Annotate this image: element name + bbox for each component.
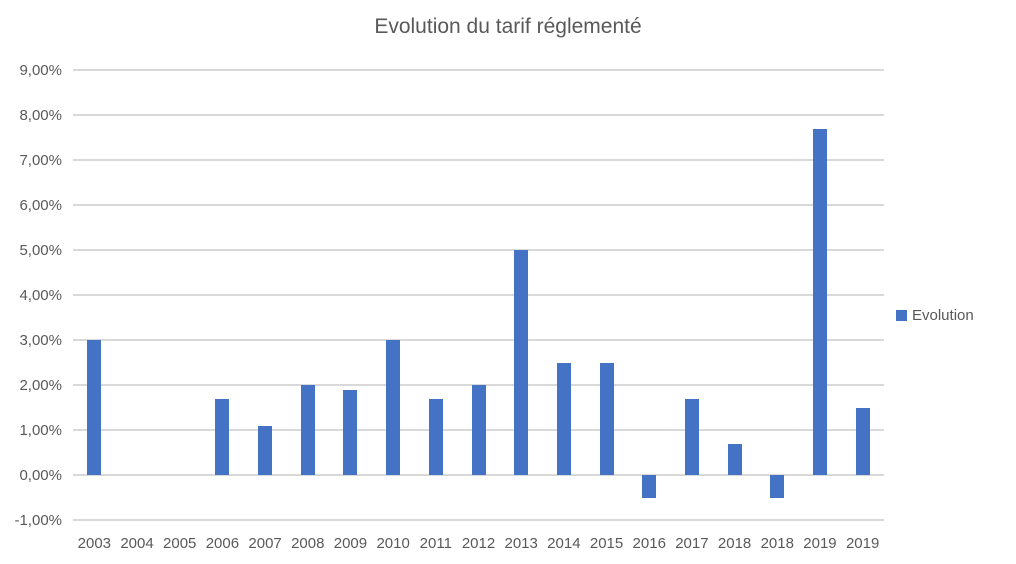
x-axis-tick-label: 2019 [845, 535, 880, 552]
bar-2013 [514, 250, 529, 475]
y-axis-tick-label: 1,00% [19, 422, 62, 439]
y-axis-tick-label: 0,00% [19, 467, 62, 484]
x-axis-tick-label: 2018 [717, 535, 752, 552]
bar-2006 [215, 398, 230, 475]
gridline [73, 69, 884, 71]
x-axis-tick-label: 2011 [419, 535, 452, 552]
y-axis-tick-label: 6,00% [19, 197, 62, 214]
x-axis-tick-label: 2003 [77, 535, 112, 552]
bar-2007 [258, 425, 273, 475]
y-axis-tick-label: 7,00% [19, 152, 62, 169]
x-axis-tick-label: 2007 [248, 535, 282, 552]
x-axis-tick-label: 2019 [803, 535, 837, 552]
legend-marker-icon [896, 310, 907, 321]
x-axis-tick-label: 2006 [205, 535, 240, 552]
bar-2015 [599, 362, 614, 475]
y-axis-tick-label: 5,00% [19, 242, 62, 259]
y-axis-tick-label: 3,00% [19, 332, 62, 349]
bar-2012 [471, 385, 486, 475]
bar-2010 [386, 340, 401, 475]
gridline [73, 204, 884, 206]
legend-label: Evolution [912, 307, 974, 324]
x-axis-tick-label: 2012 [461, 535, 496, 552]
bar-2018 [770, 475, 785, 498]
gridline [73, 159, 884, 161]
bar-2011 [428, 398, 443, 475]
y-axis-tick-label: 4,00% [19, 287, 62, 304]
x-axis-tick-label: 2010 [376, 535, 410, 552]
bar-2016 [642, 475, 657, 498]
x-axis-tick-label: 2009 [333, 535, 368, 552]
x-axis-tick-label: 2015 [589, 535, 624, 552]
legend: Evolution [896, 307, 974, 324]
bar-2014 [556, 362, 571, 475]
y-axis-tick-label: -1,00% [14, 512, 62, 529]
bar-2008 [300, 385, 315, 475]
gridline [73, 519, 884, 521]
bar-2009 [343, 389, 358, 475]
x-axis-tick-label: 2008 [291, 535, 325, 552]
y-axis-tick-label: 2,00% [19, 377, 62, 394]
y-axis-tick-label: 8,00% [19, 107, 62, 124]
gridline [73, 294, 884, 296]
x-axis-tick-label: 2014 [547, 535, 581, 552]
x-axis-tick-label: 2004 [120, 535, 154, 552]
bar-2019 [812, 128, 827, 475]
bar-2017 [684, 398, 699, 475]
y-axis-tick-label: 9,00% [19, 62, 62, 79]
gridline [73, 249, 884, 251]
x-axis-tick-label: 2018 [760, 535, 794, 552]
x-axis-tick-label: 2016 [632, 535, 666, 552]
gridline [73, 339, 884, 341]
bar-2003 [87, 340, 102, 475]
chart-title: Evolution du tarif réglementé [374, 15, 642, 38]
x-axis-tick-label: 2013 [504, 535, 538, 552]
bar-2018 [727, 443, 742, 475]
gridline [73, 474, 884, 476]
bar-2019 [855, 407, 870, 475]
gridline [73, 114, 884, 116]
x-axis-tick-label: 2005 [163, 535, 197, 552]
x-axis-tick-label: 2017 [675, 535, 709, 552]
